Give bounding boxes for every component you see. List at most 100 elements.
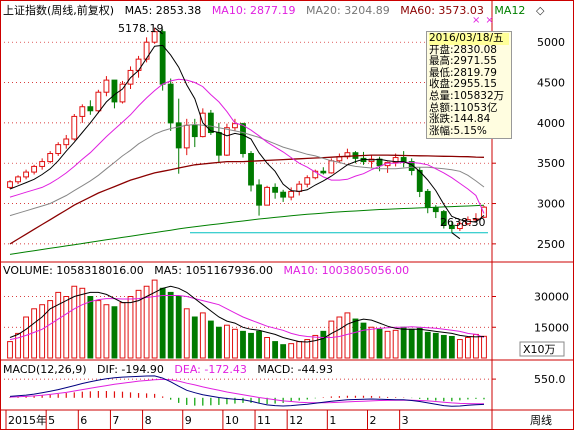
volume-bar bbox=[336, 316, 343, 359]
vol-ma5-label: MA5: 1051167936.00 bbox=[154, 264, 273, 277]
volume-bar bbox=[7, 341, 13, 359]
volume-bar bbox=[256, 330, 262, 359]
volume-bar bbox=[191, 316, 198, 359]
x-tick-label: 12 bbox=[289, 414, 303, 427]
volume-bar bbox=[151, 279, 158, 359]
volume-bar bbox=[240, 330, 246, 359]
candle bbox=[159, 31, 166, 85]
volume-unit-label: X10万 bbox=[523, 343, 556, 356]
macd-title: MACD(12,26,9) bbox=[3, 363, 87, 376]
low-pointer bbox=[451, 232, 461, 240]
candle bbox=[400, 157, 407, 163]
tooltip-row: 总量:105832万 bbox=[429, 89, 505, 102]
volume-bar bbox=[376, 328, 383, 359]
y-tick-label: 3000 bbox=[537, 198, 565, 211]
close-markers-icon[interactable]: ×× bbox=[472, 15, 499, 26]
diamond-icon[interactable]: ◇ bbox=[535, 4, 545, 17]
macd-legend: MACD(12,26,9) DIF: -194.90 DEA: -172.43 … bbox=[3, 362, 340, 377]
candle bbox=[63, 138, 70, 146]
index-title: 上证指数(周线,前复权) bbox=[3, 4, 115, 17]
tooltip-row: 涨幅:5.15% bbox=[429, 124, 487, 137]
y-tick-label: 2500 bbox=[537, 238, 565, 251]
candle bbox=[87, 106, 94, 112]
vol-ma10-label: MA10: 1003805056.00 bbox=[283, 264, 410, 277]
volume-bar bbox=[465, 337, 471, 359]
volume-bar bbox=[416, 327, 423, 359]
volume-bar bbox=[456, 339, 463, 359]
candle bbox=[408, 161, 415, 171]
volume-bar bbox=[103, 304, 110, 359]
volume-bar bbox=[272, 341, 279, 359]
unit-box bbox=[519, 341, 565, 357]
x-tick-label: 8 bbox=[145, 414, 152, 427]
volume-bar bbox=[368, 326, 375, 359]
candle bbox=[304, 177, 311, 185]
volume-bar bbox=[473, 333, 479, 359]
ma10-line bbox=[9, 78, 485, 214]
candle bbox=[31, 165, 38, 173]
tooltip-row: 最高:2971.55 bbox=[429, 55, 497, 68]
ma60-line bbox=[9, 154, 485, 245]
candle bbox=[376, 158, 383, 167]
volume-bar bbox=[296, 341, 303, 359]
y-tick-label: 4000 bbox=[537, 117, 565, 130]
volume-bar bbox=[280, 344, 287, 359]
volume-bar bbox=[167, 291, 174, 359]
volume-bar bbox=[23, 316, 29, 359]
candle bbox=[183, 124, 190, 149]
ma5-line bbox=[9, 44, 485, 223]
volume-bar bbox=[304, 339, 311, 359]
candle bbox=[224, 127, 230, 156]
dif-label: DIF: -194.90 bbox=[97, 363, 164, 376]
tooltip-row: 开盘:2830.08 bbox=[429, 43, 497, 56]
candle bbox=[47, 153, 54, 163]
volume-label: VOLUME: 1058318016.00 bbox=[3, 264, 144, 277]
tooltip-row: 总额:11053亿 bbox=[429, 101, 498, 114]
volume-bar bbox=[175, 296, 182, 359]
x-tick-label: 10 bbox=[225, 414, 239, 427]
volume-bar bbox=[55, 291, 62, 359]
volume-bar bbox=[360, 322, 367, 359]
x-tick-label: 7 bbox=[112, 414, 119, 427]
volume-bar bbox=[384, 330, 391, 359]
candle bbox=[39, 161, 46, 167]
volume-bar bbox=[63, 296, 70, 359]
candle bbox=[432, 207, 439, 213]
candle bbox=[256, 184, 262, 206]
candle bbox=[473, 218, 479, 221]
volume-bar bbox=[248, 332, 254, 359]
x-tick-label: 2015年 bbox=[8, 413, 47, 427]
candle bbox=[103, 79, 110, 93]
macd-value-label: MACD: -44.93 bbox=[257, 363, 333, 376]
candle bbox=[424, 190, 431, 209]
volume-bar bbox=[71, 285, 78, 359]
tooltip-row: 涨跌:144.84 bbox=[429, 113, 491, 126]
x-tick-label: 9 bbox=[185, 414, 192, 427]
volume-bar bbox=[424, 331, 431, 359]
volume-bar bbox=[79, 287, 86, 359]
y-tick-label: 550.0 bbox=[534, 373, 566, 386]
volume-bar bbox=[47, 300, 54, 359]
volume-bar bbox=[39, 304, 46, 359]
candle bbox=[312, 170, 319, 179]
tooltip-date: 2016/03/18/五 bbox=[429, 32, 509, 45]
candle bbox=[151, 31, 158, 43]
ma60-label: MA60: 3573.03 bbox=[400, 4, 484, 17]
y-tick-label: 5000 bbox=[537, 36, 565, 49]
volume-bar bbox=[159, 287, 166, 359]
volume-bar bbox=[481, 335, 487, 359]
volume-legend: VOLUME: 1058318016.00 MA5: 1051167936.00… bbox=[3, 263, 416, 278]
volume-bar bbox=[312, 334, 319, 359]
volume-bar bbox=[392, 329, 399, 359]
period-label: 周线 bbox=[530, 413, 552, 427]
x-tick-label: 1 bbox=[329, 414, 336, 427]
volume-bar bbox=[232, 328, 238, 359]
volume-bar bbox=[143, 285, 150, 359]
candle bbox=[191, 124, 198, 138]
volume-bar bbox=[95, 300, 102, 359]
volume-bar bbox=[400, 326, 407, 359]
volume-bar bbox=[87, 296, 94, 359]
vol-ma5-line bbox=[9, 285, 485, 343]
candle bbox=[264, 186, 270, 206]
